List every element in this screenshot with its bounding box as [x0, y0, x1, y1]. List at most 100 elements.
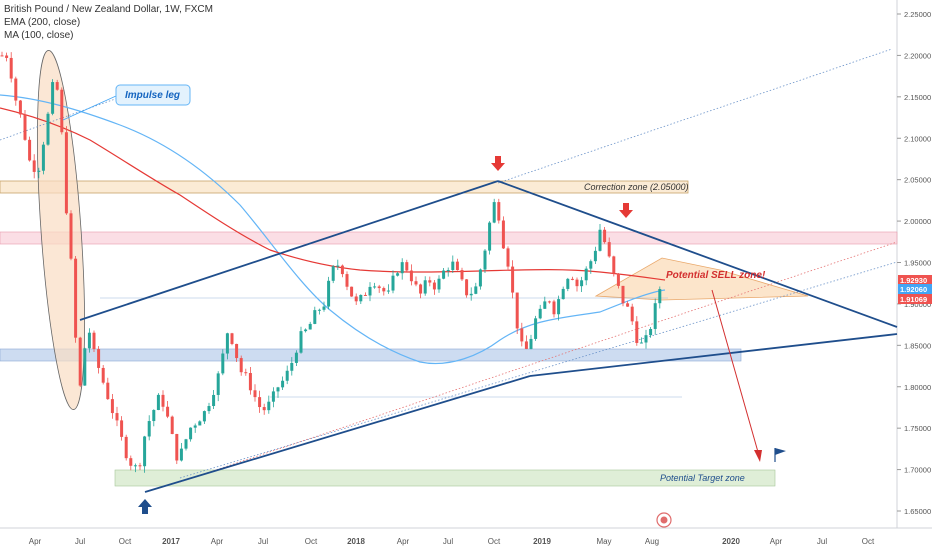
price-tag: [898, 284, 932, 294]
candle-body: [207, 406, 211, 412]
candle-body: [524, 341, 528, 349]
candle-body: [570, 278, 574, 280]
y-tick-label: 2.10000: [904, 134, 931, 143]
candle-body: [74, 258, 78, 338]
x-tick-label: 2018: [347, 537, 365, 546]
candle-body: [281, 380, 285, 388]
price-tag: [898, 294, 932, 304]
candle-body: [166, 406, 170, 417]
impulse-leg-label: Impulse leg: [125, 90, 180, 101]
candle-body: [511, 266, 515, 293]
y-tick-label: 1.90000: [904, 300, 931, 309]
candle-body: [575, 279, 579, 287]
x-tick-label: 2019: [533, 537, 551, 546]
y-tick-label: 2.05000: [904, 176, 931, 185]
candle-body: [120, 420, 124, 437]
candle-body: [474, 286, 478, 294]
candle-body: [28, 139, 32, 161]
candle-body: [423, 280, 427, 294]
candle-body: [400, 262, 404, 274]
candle-body: [299, 331, 303, 353]
x-tick-label: Aug: [645, 537, 659, 546]
candle-body: [396, 273, 400, 276]
candle-body: [152, 410, 156, 422]
x-tick-label: Oct: [305, 537, 318, 546]
candle-body: [442, 270, 446, 279]
candle-body: [258, 397, 262, 408]
candle-body: [225, 333, 229, 354]
candle-body: [41, 144, 45, 171]
x-tick-label: Apr: [770, 537, 783, 546]
candle-body: [46, 113, 50, 145]
candle-body: [405, 262, 409, 271]
candle-body: [244, 372, 248, 374]
candle-body: [658, 289, 662, 304]
candle-body: [612, 256, 616, 274]
y-tick-label: 1.95000: [904, 259, 931, 268]
x-tick-label: Jul: [817, 537, 827, 546]
y-tick-label: 1.75000: [904, 424, 931, 433]
candle-body: [92, 332, 96, 350]
candle-body: [37, 170, 41, 172]
candle-body: [161, 394, 165, 407]
candle-body: [32, 160, 36, 172]
chart-legend: British Pound / New Zealand Dollar, 1W, …: [4, 3, 213, 42]
candle-body: [492, 202, 496, 223]
x-tick-label: Jul: [443, 537, 453, 546]
candle-body: [317, 309, 321, 311]
candle-body: [580, 280, 584, 287]
y-tick-label: 2.25000: [904, 10, 931, 19]
indicator-ma: MA (100, close): [4, 30, 74, 41]
second-top-marker-arrow-icon: [619, 203, 633, 218]
x-tick-label: Jul: [75, 537, 85, 546]
candle-body: [437, 278, 441, 290]
candle-body: [561, 288, 565, 300]
candle-body: [235, 343, 239, 359]
x-tick-label: Apr: [29, 537, 42, 546]
impulse-callout-line: [62, 95, 117, 121]
y-tick-label: 2.00000: [904, 217, 931, 226]
candle-body: [649, 328, 653, 336]
candle-body: [593, 250, 597, 262]
price-axis: 2.25000 2.20000 2.15000 2.10000 2.05000 2.000…: [897, 10, 931, 516]
ma-100-line: [0, 94, 666, 365]
triangle-lower-right: [529, 333, 898, 377]
x-tick-label: Oct: [119, 537, 132, 546]
candle-body: [432, 282, 436, 290]
impulse-callout-box: [115, 84, 191, 106]
target-flag-icon: [774, 448, 786, 462]
candle-body: [87, 332, 91, 349]
candle-body: [202, 411, 206, 422]
y-tick-label: 2.15000: [904, 93, 931, 102]
candle-body: [294, 352, 298, 363]
candle-body: [290, 362, 294, 371]
x-tick-label: Apr: [397, 537, 410, 546]
candle-body: [212, 394, 216, 407]
candle-body: [626, 303, 630, 307]
candle-body: [106, 382, 110, 400]
candle-body: [83, 348, 87, 386]
candle-body: [313, 310, 317, 324]
price-tag-label: 1.92060: [900, 285, 927, 294]
candle-body: [110, 399, 114, 414]
candle-body: [340, 265, 344, 275]
candle-body: [129, 458, 133, 466]
candle-body: [428, 280, 432, 283]
candle-body: [506, 248, 510, 267]
candle-body: [566, 278, 570, 289]
candle-body: [78, 337, 82, 386]
candle-body: [276, 387, 280, 392]
candle-body: [515, 292, 519, 329]
candle-body: [331, 266, 335, 281]
candle-body: [391, 275, 395, 291]
y-tick-label: 1.70000: [904, 466, 931, 475]
x-tick-label: May: [596, 537, 611, 546]
candle-body: [156, 394, 160, 411]
top-marker-arrow-icon: [491, 156, 505, 171]
candle-body: [616, 273, 620, 286]
candle-body: [653, 303, 657, 329]
y-tick-label: 1.85000: [904, 341, 931, 350]
candle-body: [552, 301, 556, 315]
support-zone-box: [0, 348, 742, 362]
candle-body: [304, 329, 308, 332]
